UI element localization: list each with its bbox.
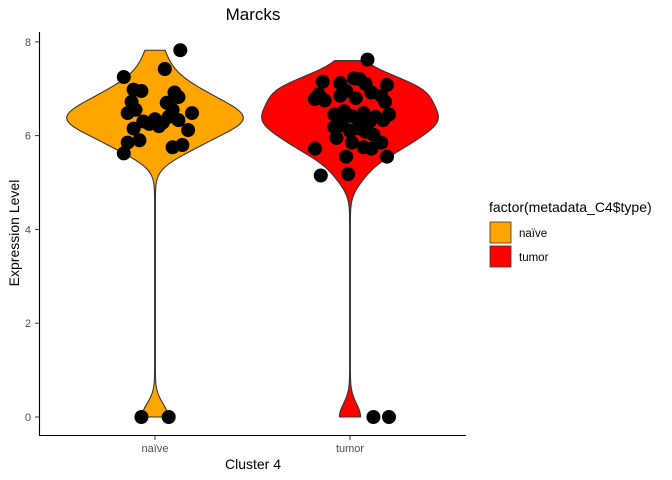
data-point xyxy=(132,133,147,148)
data-point xyxy=(173,43,188,58)
y-tick-label: 2 xyxy=(25,318,31,330)
data-point xyxy=(329,130,344,145)
legend-title: factor(metadata_C4$type) xyxy=(489,199,652,215)
data-point xyxy=(313,168,328,183)
data-point xyxy=(366,410,381,424)
legend-label-tumor: tumor xyxy=(519,252,549,264)
legend-swatch-tumor xyxy=(489,245,512,268)
data-point xyxy=(382,107,396,122)
data-point xyxy=(315,74,330,89)
data-point xyxy=(134,410,149,424)
data-point xyxy=(307,141,322,156)
y-tick-label: 4 xyxy=(25,224,31,236)
points-layer xyxy=(116,43,396,424)
legend-label-naive: naïve xyxy=(519,228,547,240)
y-tick-label: 0 xyxy=(25,412,31,424)
data-point xyxy=(382,410,396,424)
legend-swatch-naive xyxy=(489,221,512,244)
data-point xyxy=(339,149,354,164)
data-point xyxy=(348,91,363,106)
x-axis-title: Cluster 4 xyxy=(225,456,281,472)
data-point xyxy=(360,52,375,67)
x-tick-label: naïve xyxy=(142,443,169,455)
violin-naive xyxy=(66,49,244,418)
violin-tumor xyxy=(261,60,439,418)
data-point xyxy=(175,138,190,152)
data-point xyxy=(157,62,172,76)
data-point xyxy=(181,123,196,137)
chart-title: Marcks xyxy=(226,5,281,24)
x-tick-label: tumor xyxy=(336,443,364,455)
y-tick-label: 6 xyxy=(25,131,31,143)
data-point xyxy=(378,94,393,109)
legend: factor(metadata_C4$type) naïve tumor xyxy=(489,199,652,268)
data-point xyxy=(161,410,176,424)
violins-layer xyxy=(66,49,439,418)
data-point xyxy=(171,90,186,105)
data-point xyxy=(116,70,131,84)
x-ticks: naïve tumor xyxy=(142,435,364,455)
data-point xyxy=(126,121,141,136)
data-point xyxy=(341,167,356,182)
data-point xyxy=(120,135,135,150)
y-tick-label: 8 xyxy=(25,37,31,49)
y-axis-title: Expression Level xyxy=(6,180,22,287)
data-point xyxy=(380,149,394,164)
data-point xyxy=(344,135,359,150)
data-point xyxy=(317,93,332,108)
data-point xyxy=(120,106,135,121)
data-point xyxy=(339,84,354,98)
data-point xyxy=(380,77,394,92)
data-point xyxy=(185,106,199,121)
data-point xyxy=(134,84,149,98)
data-point xyxy=(374,135,389,150)
data-point xyxy=(171,113,186,128)
y-ticks: 0 2 4 6 8 xyxy=(25,37,40,424)
data-point xyxy=(116,146,131,161)
